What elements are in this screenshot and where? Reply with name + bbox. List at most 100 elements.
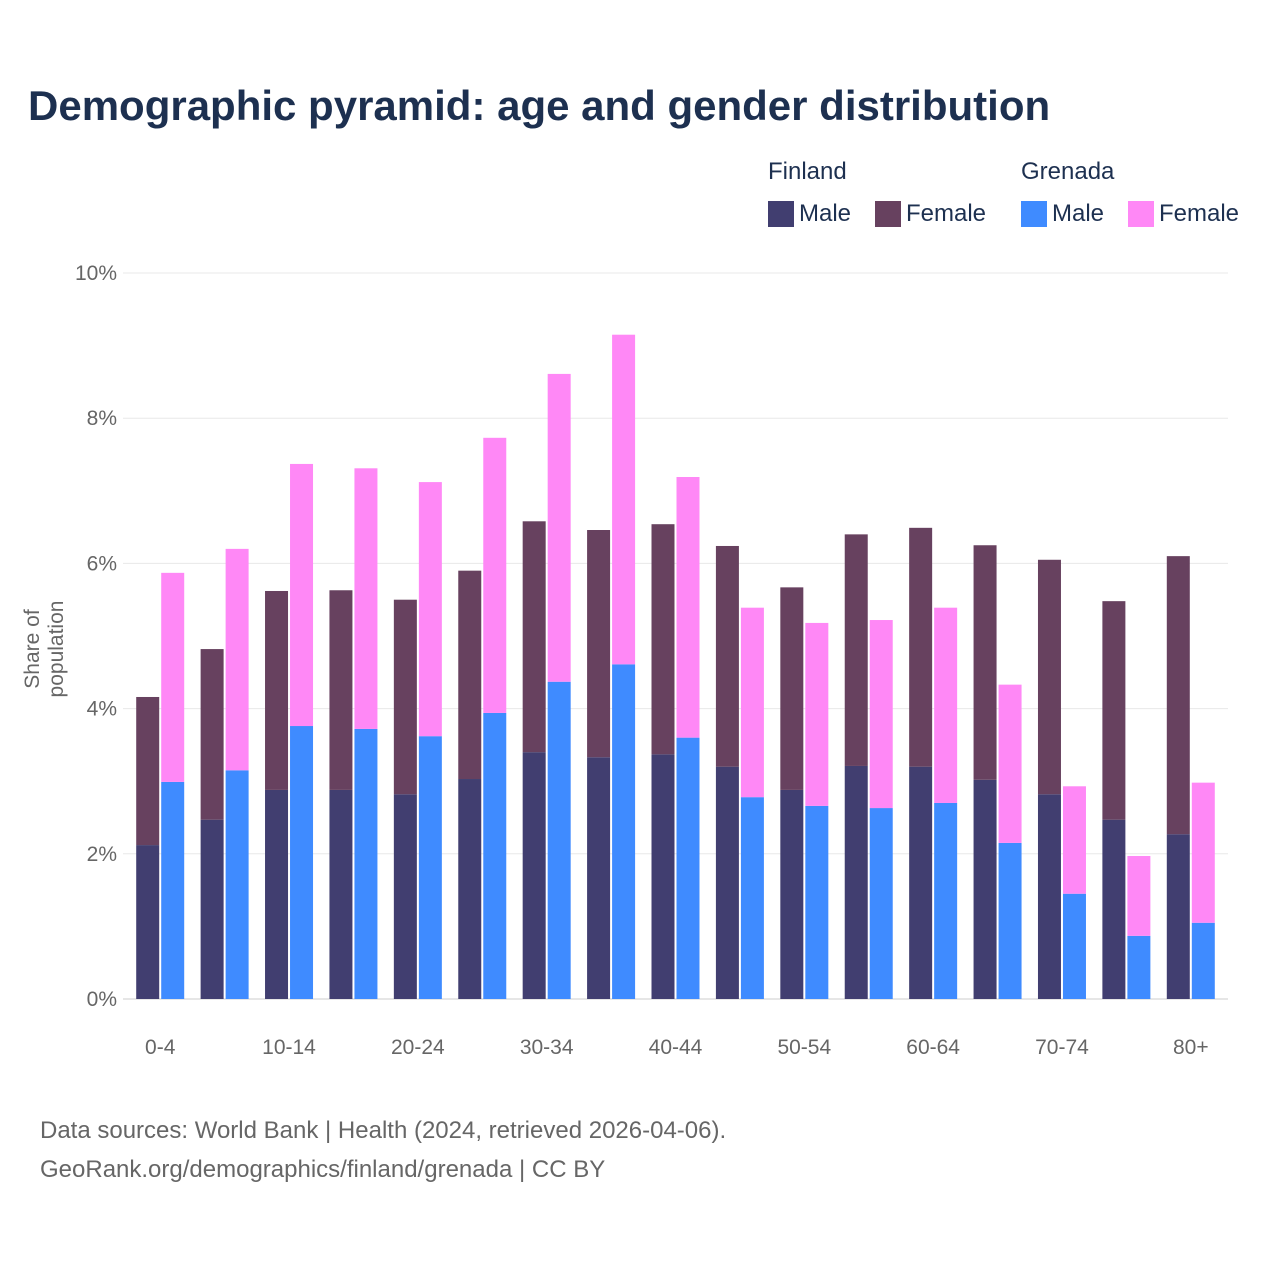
bar-finland-female xyxy=(1102,601,1126,820)
legend-finland-female: Female xyxy=(875,200,986,228)
bar-finland-male xyxy=(909,766,933,999)
bar-finland-male xyxy=(715,766,739,999)
bar-finland-male xyxy=(587,757,611,999)
bar-finland-male xyxy=(458,779,482,999)
bar-finland-female xyxy=(587,530,611,758)
bar-finland-male xyxy=(522,752,546,999)
bar-finland-female xyxy=(1166,556,1190,835)
legend-swatch xyxy=(1128,201,1154,227)
y-tick-label: 0% xyxy=(87,988,117,1011)
bar-grenada-female xyxy=(547,373,571,682)
bar-grenada-male xyxy=(805,805,829,999)
bar-grenada-female xyxy=(676,477,700,738)
x-tick-label: 80+ xyxy=(1173,1036,1209,1059)
bar-finland-male xyxy=(1102,819,1126,999)
legend-swatch xyxy=(875,201,901,227)
bar-grenada-female xyxy=(612,334,636,665)
legend-label: Female xyxy=(1159,200,1240,227)
bar-finland-female xyxy=(393,599,417,795)
bar-grenada-male xyxy=(354,728,378,999)
footer-url: GeoRank.org/demographics/finland/grenada… xyxy=(40,1156,606,1183)
bar-grenada-female xyxy=(1191,782,1215,923)
legend-swatch xyxy=(768,201,794,227)
bar-finland-female xyxy=(522,521,546,753)
bar-finland-female xyxy=(200,649,224,820)
bar-finland-female xyxy=(458,570,482,780)
bar-finland-male xyxy=(973,779,997,999)
bar-grenada-male xyxy=(225,770,249,999)
bar-grenada-female xyxy=(869,620,893,809)
bar-grenada-male xyxy=(869,808,893,999)
legend-grenada-female: Female xyxy=(1128,200,1239,228)
bar-grenada-female xyxy=(483,437,507,713)
bar-finland-female xyxy=(973,545,997,780)
bar-finland-female xyxy=(136,696,160,846)
bar-finland-male xyxy=(780,789,804,999)
bar-grenada-male xyxy=(418,736,442,999)
bar-grenada-female xyxy=(161,572,185,782)
bar-finland-male xyxy=(1166,834,1190,999)
bar-grenada-male xyxy=(1191,922,1215,999)
bar-finland-female xyxy=(1037,559,1061,795)
bar-grenada-male xyxy=(483,712,507,999)
legend-label: Male xyxy=(1052,200,1105,227)
x-tick-label: 20-24 xyxy=(391,1036,445,1059)
bar-finland-female xyxy=(329,590,353,790)
bar-grenada-male xyxy=(676,737,700,999)
legend-finland-male: Male xyxy=(768,200,851,228)
bar-grenada-male xyxy=(290,726,314,999)
legend-swatch xyxy=(1021,201,1047,227)
bar-finland-male xyxy=(651,754,675,999)
x-tick-label: 60-64 xyxy=(906,1036,960,1059)
legend-group-finland: Finland xyxy=(768,158,847,185)
legend-grenada-male: Male xyxy=(1021,200,1104,228)
bar-grenada-male xyxy=(934,802,958,999)
bar-grenada-male xyxy=(547,681,571,999)
bar-finland-female xyxy=(715,545,739,767)
bar-grenada-female xyxy=(805,622,829,806)
bar-grenada-male xyxy=(998,842,1022,999)
chart-title: Demographic pyramid: age and gender dist… xyxy=(28,82,1051,129)
x-tick-label: 0-4 xyxy=(145,1036,176,1059)
legend-group-grenada: Grenada xyxy=(1021,158,1115,185)
footer-sources: Data sources: World Bank | Health (2024,… xyxy=(40,1117,727,1144)
bar-grenada-female xyxy=(1127,855,1151,936)
bar-grenada-female xyxy=(1062,786,1086,894)
bar-grenada-male xyxy=(612,664,636,999)
bar-finland-female xyxy=(780,587,804,790)
bar-finland-male xyxy=(200,819,224,999)
bar-grenada-female xyxy=(740,607,764,798)
bar-finland-female xyxy=(265,590,289,790)
bar-finland-male xyxy=(265,789,289,999)
bar-grenada-female xyxy=(934,607,958,803)
x-tick-label: 10-14 xyxy=(262,1036,316,1059)
bar-finland-male xyxy=(329,789,353,999)
y-tick-label: 4% xyxy=(87,698,117,721)
bar-finland-male xyxy=(393,794,417,999)
bar-grenada-female xyxy=(225,548,249,771)
bar-grenada-female xyxy=(998,684,1022,843)
x-tick-label: 70-74 xyxy=(1035,1036,1089,1059)
bar-grenada-male xyxy=(1127,935,1151,999)
bar-grenada-male xyxy=(161,781,185,999)
y-tick-label: 10% xyxy=(75,262,117,285)
y-tick-label: 6% xyxy=(87,552,117,575)
bar-finland-male xyxy=(136,845,160,999)
y-tick-label: 2% xyxy=(87,843,117,866)
bar-grenada-female xyxy=(354,468,378,729)
bar-finland-male xyxy=(844,765,868,999)
legend-label: Female xyxy=(906,200,987,227)
bar-finland-female xyxy=(844,534,868,766)
bar-grenada-male xyxy=(1062,893,1086,999)
x-tick-label: 50-54 xyxy=(777,1036,831,1059)
x-tick-label: 30-34 xyxy=(520,1036,574,1059)
y-tick-label: 8% xyxy=(87,407,117,430)
bar-finland-female xyxy=(651,524,675,755)
bar-grenada-female xyxy=(290,463,314,727)
x-tick-label: 40-44 xyxy=(649,1036,703,1059)
legend-label: Male xyxy=(799,200,852,227)
bar-finland-male xyxy=(1037,794,1061,999)
bar-finland-female xyxy=(909,527,933,767)
